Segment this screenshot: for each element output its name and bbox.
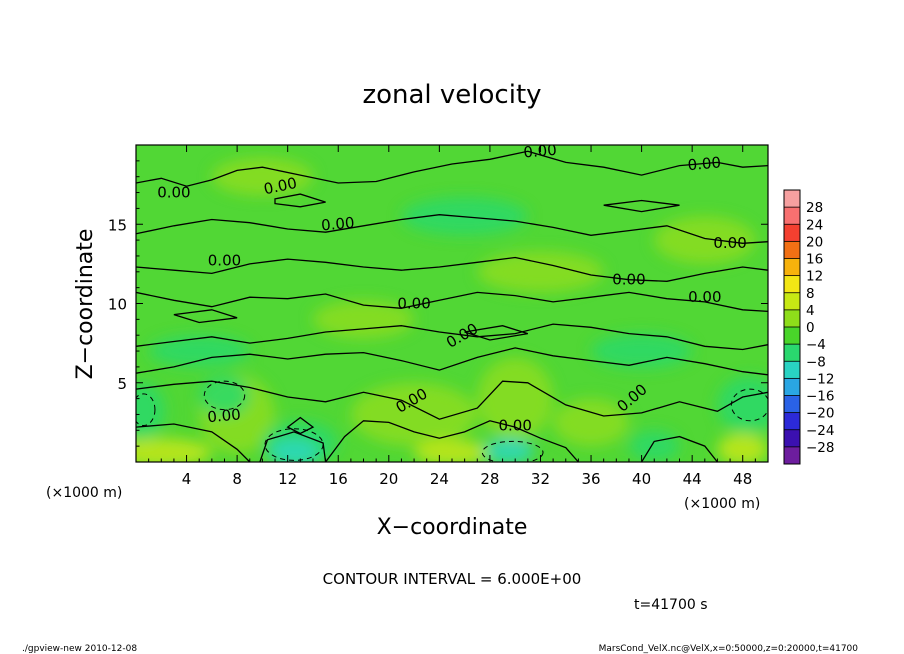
- contour-line: [603, 199, 680, 213]
- colorbar-segment: [784, 378, 800, 396]
- contour-label: 0.00: [688, 288, 721, 306]
- colorbar-segment: [784, 429, 800, 448]
- x-tick-label: 16: [329, 470, 348, 488]
- colorbar-segment: [784, 207, 800, 225]
- y-tick-label: 15: [108, 216, 127, 234]
- colorbar-segment: [784, 292, 800, 311]
- colorbar-label: −4: [806, 337, 826, 353]
- y-tick-label: 5: [117, 375, 127, 393]
- contour-line: [136, 150, 768, 187]
- contour-line: [286, 416, 315, 435]
- colorbar-segment: [784, 258, 800, 277]
- x-axis-label: X−coordinate: [377, 515, 528, 540]
- time-label: t=41700 s: [634, 597, 708, 613]
- x-tick-label: 48: [733, 470, 752, 488]
- x-tick-label: 12: [278, 470, 297, 488]
- colorbar-label: 16: [806, 252, 823, 268]
- contour-line: [274, 193, 326, 208]
- colorbar-label: 28: [806, 200, 823, 216]
- x-tick-label: 4: [182, 470, 192, 488]
- contour-label: 0.00: [320, 214, 355, 235]
- colorbar-label: −28: [806, 440, 835, 456]
- x-unit-right: (×1000 m): [684, 496, 760, 512]
- colorbar-segment: [784, 446, 800, 465]
- colorbar-segment: [784, 241, 800, 259]
- contour-line: [136, 291, 768, 313]
- x-tick-label: 24: [430, 470, 449, 488]
- colorbar-label: 0: [806, 320, 815, 336]
- contour-line: [136, 380, 768, 420]
- colorbar-label: 20: [806, 234, 823, 250]
- colorbar-segment: [784, 344, 800, 362]
- negative-contour-line: [730, 388, 768, 422]
- contour-label: 0.00: [687, 153, 722, 174]
- contour-label: 0.00: [713, 234, 746, 252]
- contour-line: [464, 325, 528, 341]
- colorbar-segment: [784, 190, 800, 208]
- negative-contour-line: [481, 440, 544, 462]
- colorbar-label: −20: [806, 406, 835, 422]
- x-tick-label: 8: [232, 470, 242, 488]
- colorbar-label: −24: [806, 423, 835, 439]
- contour-line: [136, 323, 768, 351]
- colorbar-label: 12: [806, 269, 823, 285]
- colorbar-segment: [784, 412, 800, 431]
- x-tick-label: 20: [379, 470, 398, 488]
- footer-left: ./gpview-new 2010-12-08: [22, 644, 137, 654]
- x-tick-label: 40: [632, 470, 651, 488]
- contour-label: 0.00: [612, 270, 645, 288]
- colorbar-label: −8: [806, 354, 826, 370]
- colorbar-label: −16: [806, 389, 835, 405]
- negative-contour-line: [203, 380, 246, 411]
- colorbar-label: 24: [806, 217, 823, 233]
- contour-line: [136, 423, 251, 462]
- contour-line: [136, 214, 768, 244]
- colorbar-label: 4: [806, 303, 815, 319]
- negative-contour-line: [136, 393, 156, 427]
- velocity-field: 0.00 0.00 0.00 0.00 0.00 0.00 0.00 0.00 0.00 0.00…: [136, 141, 768, 462]
- x-tick-label: 32: [531, 470, 550, 488]
- negative-contour-line: [264, 428, 324, 461]
- colorbar-segment: [784, 309, 800, 328]
- colorbar-segment: [784, 395, 800, 414]
- contour-label: 0.00: [157, 183, 190, 201]
- colorbar-segment: [784, 224, 800, 242]
- colorbar-segment: [784, 327, 800, 345]
- contour-label: 0.00: [523, 141, 558, 162]
- colorbar-segment: [784, 275, 800, 294]
- contour-line: [136, 347, 768, 376]
- contour-label: 0.00: [208, 251, 241, 269]
- colorbar-label: −12: [806, 371, 835, 387]
- colorbar-segment: [784, 361, 800, 379]
- contour-line: [136, 256, 768, 282]
- footer-right: MarsCond_VelX.nc@VelX,x=0:50000,z=0:2000…: [599, 644, 859, 654]
- contour-interval-text: CONTOUR INTERVAL = 6.000E+00: [323, 570, 582, 588]
- y-tick-label: 10: [108, 296, 127, 314]
- contour-label: 0.00: [397, 294, 430, 312]
- chart-title: zonal velocity: [362, 80, 541, 110]
- contour-label: 0.00: [498, 416, 531, 434]
- contour-line: [641, 435, 718, 462]
- contour-line: [325, 420, 579, 462]
- x-tick-label: 28: [480, 470, 499, 488]
- x-tick-label: 36: [581, 470, 600, 488]
- y-axis-label: Z−coordinate: [73, 229, 98, 380]
- contour-label: 0.00: [207, 405, 242, 426]
- x-tick-label: 44: [683, 470, 702, 488]
- contour-line: [173, 309, 238, 324]
- colorbar-label: 8: [806, 286, 815, 302]
- x-unit-left: (×1000 m): [46, 485, 122, 501]
- contour-line: [259, 431, 327, 462]
